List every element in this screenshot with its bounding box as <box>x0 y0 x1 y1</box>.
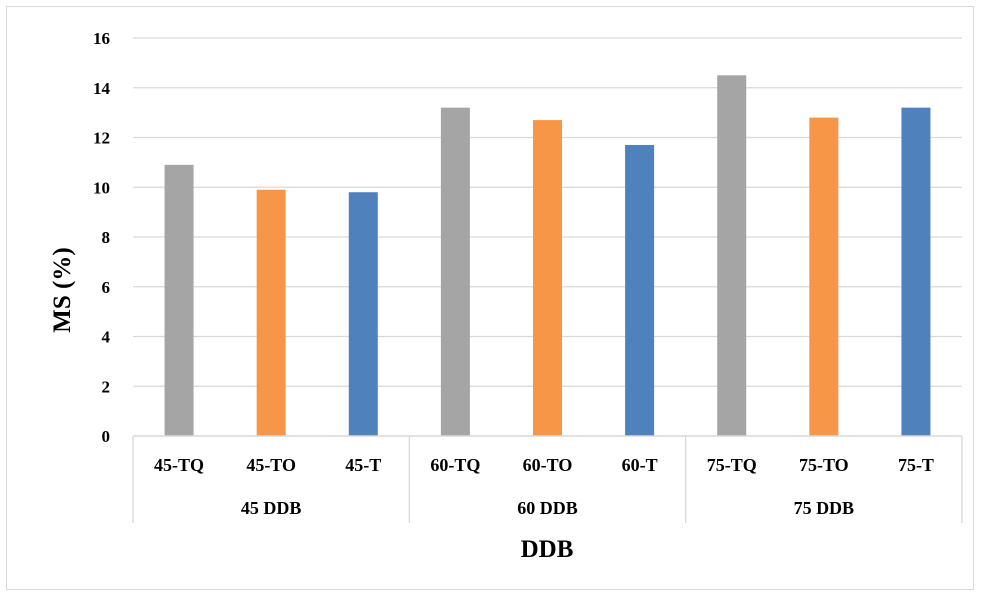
y-tick-label: 6 <box>102 278 111 297</box>
bar <box>717 75 747 436</box>
x-tick-label: 75-TO <box>799 455 849 475</box>
group-label: 75 DDB <box>794 498 855 518</box>
bar <box>809 117 839 436</box>
y-tick-label: 10 <box>93 178 110 197</box>
bar <box>533 120 562 437</box>
y-tick-label: 12 <box>93 129 110 148</box>
labels: 0 2 4 6 8 10 12 14 16 45-TQ 45-TO 45-T 60-TQ 60-TO 60-… <box>93 29 934 518</box>
group-label: 60 DDB <box>517 498 578 518</box>
x-tick-label: 60-TO <box>523 455 573 475</box>
x-tick-label: 75-TQ <box>707 455 757 475</box>
x-tick-label: 60-T <box>622 455 658 475</box>
x-tick-label: 75-T <box>898 455 934 475</box>
y-tick-label: 16 <box>93 29 110 48</box>
x-axis-title: DDB <box>521 536 574 563</box>
x-tick-label: 45-T <box>345 455 381 475</box>
y-tick-label: 2 <box>102 377 111 396</box>
group-label: 45 DDB <box>241 498 302 518</box>
bar <box>164 164 194 437</box>
axes <box>132 435 963 523</box>
bar <box>901 107 931 437</box>
bar <box>625 144 655 436</box>
bar <box>440 107 470 437</box>
bars <box>164 75 931 437</box>
x-tick-label: 45-TO <box>246 455 296 475</box>
x-tick-label: 45-TQ <box>154 455 204 475</box>
y-tick-label: 0 <box>102 427 111 446</box>
x-tick-label: 60-TQ <box>430 455 480 475</box>
bar <box>256 189 286 436</box>
y-axis-title: MS (%) <box>49 247 76 332</box>
y-tick-label: 4 <box>102 328 111 347</box>
bar <box>348 192 378 436</box>
y-tick-label: 8 <box>102 228 111 247</box>
y-tick-label: 14 <box>93 79 111 98</box>
